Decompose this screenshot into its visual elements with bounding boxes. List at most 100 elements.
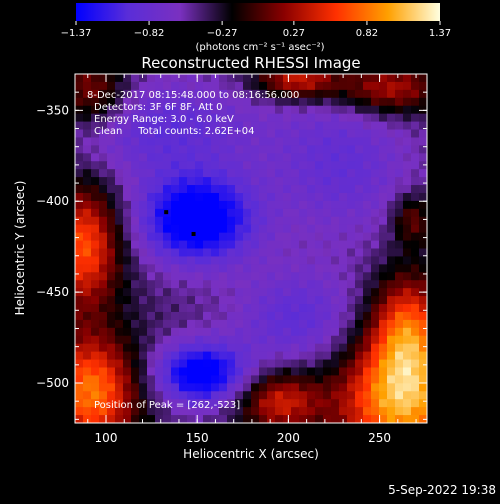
heatmap-cell	[227, 169, 236, 178]
heatmap-cell	[99, 208, 108, 218]
heatmap-cell	[123, 280, 132, 289]
heatmap-cell	[275, 304, 284, 313]
heatmap-cell	[387, 224, 396, 234]
heatmap-cell	[307, 296, 316, 305]
heatmap-cell	[139, 185, 148, 194]
heatmap-cell	[363, 121, 372, 131]
heatmap-cell	[211, 383, 220, 392]
heatmap-cell	[275, 177, 284, 186]
heatmap-cell	[243, 367, 252, 377]
heatmap-cell	[195, 232, 204, 242]
heatmap-cell	[339, 296, 348, 305]
heatmap-cell	[267, 192, 276, 202]
heatmap-cell	[123, 264, 132, 273]
heatmap-cell	[363, 296, 372, 305]
heatmap-cell	[99, 216, 108, 226]
heatmap-cell	[203, 256, 212, 265]
heatmap-cell	[179, 311, 188, 321]
heatmap-cell	[419, 375, 427, 384]
heatmap-cell	[283, 415, 292, 423]
heatmap-cell	[83, 232, 92, 242]
heatmap-cell	[131, 407, 140, 416]
heatmap-cell	[411, 240, 420, 250]
peak-markers	[164, 210, 196, 236]
heatmap-cell	[115, 97, 124, 107]
heatmap-cell	[275, 391, 284, 400]
heatmap-cell	[291, 359, 300, 369]
heatmap-cell	[195, 319, 204, 329]
heatmap-cell	[259, 113, 268, 123]
heatmap-cell	[99, 89, 108, 99]
heatmap-cell	[147, 311, 156, 321]
heatmap-cell	[387, 359, 396, 369]
heatmap-cell	[355, 304, 364, 313]
heatmap-cell	[235, 319, 244, 329]
heatmap-cell	[419, 74, 427, 83]
heatmap-cell	[355, 335, 364, 345]
heatmap-cell	[123, 81, 132, 91]
heatmap-cell	[75, 280, 84, 289]
heatmap-cell	[251, 232, 260, 242]
heatmap-cell	[315, 161, 324, 170]
heatmap-cell	[203, 407, 212, 416]
heatmap-cell	[355, 113, 364, 123]
heatmap-cell	[419, 383, 427, 392]
heatmap-cell	[123, 113, 132, 123]
heatmap-cell	[403, 407, 412, 416]
heatmap-cell	[131, 74, 140, 83]
heatmap-cell	[395, 129, 404, 139]
heatmap-cell	[195, 177, 204, 186]
heatmap-cell	[147, 327, 156, 337]
heatmap-cell	[395, 288, 404, 297]
heatmap-cell	[147, 161, 156, 170]
heatmap-cell	[411, 89, 420, 99]
heatmap-cell	[179, 375, 188, 384]
heatmap-cell	[307, 200, 316, 210]
heatmap-cell	[259, 351, 268, 361]
heatmap-cell	[203, 304, 212, 313]
heatmap-cell	[163, 367, 172, 377]
heatmap-cell	[291, 81, 300, 91]
heatmap-cell	[203, 367, 212, 377]
heatmap-cell	[139, 407, 148, 416]
heatmap-cell	[235, 367, 244, 377]
heatmap-cell	[363, 367, 372, 377]
heatmap-cell	[371, 256, 380, 265]
colorbar-unit: (photons cm⁻² s⁻¹ asec⁻²)	[195, 42, 324, 53]
heatmap-cell	[115, 89, 124, 99]
heatmap-cell	[339, 97, 348, 107]
heatmap-cell	[179, 161, 188, 170]
heatmap-cell	[379, 248, 388, 258]
heatmap-cell	[179, 367, 188, 377]
heatmap-cell	[179, 351, 188, 361]
heatmap-cell	[299, 185, 308, 194]
heatmap-cell	[83, 367, 92, 377]
heatmap-cell	[195, 383, 204, 392]
heatmap-cell	[91, 177, 100, 186]
heatmap-cell	[411, 311, 420, 321]
heatmap-cell	[315, 272, 324, 281]
heatmap-cell	[91, 367, 100, 377]
heatmap-cell	[371, 351, 380, 361]
heatmap-cell	[91, 200, 100, 210]
heatmap-cell	[355, 97, 364, 107]
heatmap-cell	[171, 319, 180, 329]
heatmap-cell	[275, 375, 284, 384]
heatmap-cell	[307, 280, 316, 289]
heatmap-cell	[211, 81, 220, 91]
heatmap-cell	[91, 81, 100, 91]
heatmap-cell	[147, 335, 156, 345]
heatmap-cell	[99, 359, 108, 369]
heatmap-cell	[139, 280, 148, 289]
heatmap-cell	[387, 327, 396, 337]
heatmap-cell	[163, 359, 172, 369]
heatmap-cell	[251, 208, 260, 218]
heatmap-cell	[307, 74, 316, 83]
heatmap-cell	[123, 105, 132, 115]
heatmap-cell	[323, 192, 332, 202]
heatmap-cell	[195, 192, 204, 202]
heatmap-cell	[163, 375, 172, 384]
heatmap-cell	[83, 407, 92, 416]
heatmap-cell	[115, 319, 124, 329]
heatmap-cell	[387, 351, 396, 361]
